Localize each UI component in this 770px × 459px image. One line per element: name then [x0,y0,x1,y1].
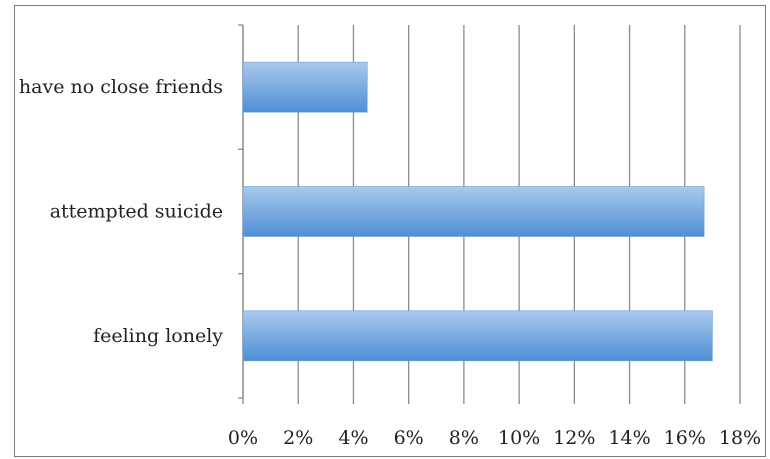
bar-have-no-close-friends [242,61,368,113]
category-label: attempted suicide [50,201,223,223]
bar-attempted-suicide [242,186,705,237]
x-tick-label: 0% [228,427,258,449]
category-label: feeling lonely [93,325,223,347]
x-tick-label: 4% [338,427,368,449]
category-label: have no close friends [19,76,223,98]
x-tick-label: 8% [449,427,479,449]
x-tick-label: 16% [664,427,706,449]
bar-feeling-lonely [242,310,713,362]
bars [242,61,713,362]
x-tick-label: 2% [283,427,313,449]
x-tick-label: 14% [608,427,650,449]
x-tick-label: 6% [394,427,424,449]
x-tick-label: 10% [498,427,540,449]
labels: 0% 2% 4% 6% 8% 10% 12% 14% 16% 18% feeling lonely a… [19,76,761,449]
x-tick-label: 18% [719,427,761,449]
x-tick-label: 12% [553,427,595,449]
